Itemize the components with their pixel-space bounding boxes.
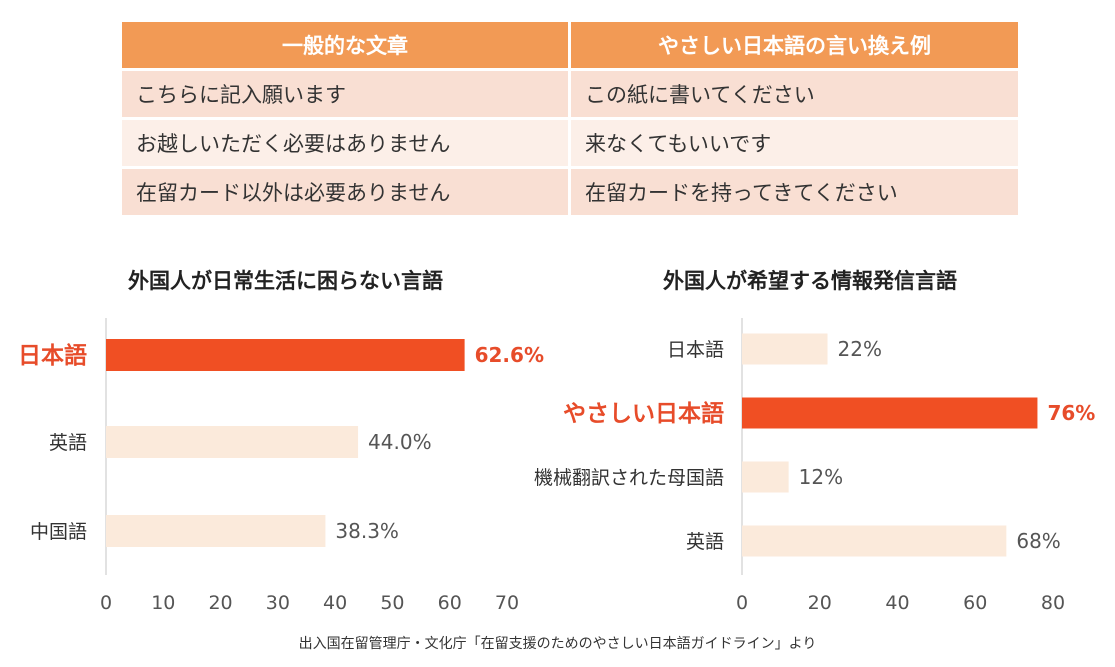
chart1-value-label: 62.6% — [475, 343, 544, 367]
chart1-category-label: 英語 — [49, 432, 87, 454]
chart2-value-label: 12% — [799, 465, 843, 489]
comparison-table: 一般的な文章 やさしい日本語の言い換え例 こちらに記入願います この紙に書いてく… — [122, 22, 1018, 218]
table-cell-general: お越しいただく必要はありません — [122, 120, 568, 166]
chart2-category-label: やさしい日本語 — [563, 400, 724, 427]
chart2-x-tick-label: 0 — [736, 592, 748, 614]
chart1-value-label: 38.3% — [335, 519, 399, 543]
chart1-category-label: 日本語 — [18, 342, 87, 369]
chart1-x-tick-label: 50 — [380, 592, 404, 614]
chart1-x-tick-label: 30 — [266, 592, 290, 614]
chart2-bar — [742, 333, 828, 365]
table-cell-general: 在留カード以外は必要ありません — [122, 169, 568, 215]
chart1-x-tick-label: 70 — [495, 592, 519, 614]
chart1-category-label: 中国語 — [30, 521, 87, 543]
chart1-x-tick-label: 60 — [438, 592, 462, 614]
table-cell-easy: 在留カードを持ってきてください — [571, 169, 1018, 215]
chart2-bar — [742, 461, 789, 493]
chart2-value-label: 76% — [1047, 401, 1095, 425]
chart2-value-label: 22% — [838, 337, 882, 361]
source-note: 出入国在留管理庁・文化庁「在留支援のためのやさしい日本語ガイドライン」より — [298, 636, 817, 652]
chart1-bar — [106, 426, 359, 458]
chart2-x-tick-label: 20 — [808, 592, 832, 614]
chart2-category-label: 英語 — [686, 531, 724, 553]
chart-title-daily-life: 外国人が日常生活に困らない言語 — [128, 269, 443, 293]
chart1-x-tick-label: 0 — [100, 592, 112, 614]
chart1-value-label: 44.0% — [368, 430, 432, 454]
table-cell-easy: 来なくてもいいです — [571, 120, 1018, 166]
chart1-x-tick-label: 10 — [151, 592, 175, 614]
chart2-x-tick-label: 80 — [1041, 592, 1065, 614]
chart1-bar — [106, 339, 465, 371]
table-header-easy-japanese: やさしい日本語の言い換え例 — [571, 22, 1018, 68]
table-cell-general: こちらに記入願います — [122, 71, 568, 117]
table-header-general: 一般的な文章 — [122, 22, 568, 68]
chart2-x-tick-label: 40 — [885, 592, 909, 614]
chart2-bar — [742, 397, 1038, 429]
chart2-value-label: 68% — [1016, 529, 1060, 553]
table-row: お越しいただく必要はありません 来なくてもいいです — [122, 120, 1018, 166]
chart1-x-tick-label: 20 — [208, 592, 232, 614]
chart-title-preferred-language: 外国人が希望する情報発信言語 — [663, 269, 957, 293]
chart2-category-label: 日本語 — [667, 339, 724, 361]
chart1-bar — [106, 515, 326, 547]
table-header-row: 一般的な文章 やさしい日本語の言い換え例 — [122, 22, 1018, 68]
chart1-x-tick-label: 40 — [323, 592, 347, 614]
chart2-category-label: 機械翻訳された母国語 — [534, 467, 724, 489]
table-row: 在留カード以外は必要ありません 在留カードを持ってきてください — [122, 169, 1018, 215]
chart2-x-tick-label: 60 — [963, 592, 987, 614]
table-cell-easy: この紙に書いてください — [571, 71, 1018, 117]
chart2-bar — [742, 525, 1007, 557]
table-row: こちらに記入願います この紙に書いてください — [122, 71, 1018, 117]
